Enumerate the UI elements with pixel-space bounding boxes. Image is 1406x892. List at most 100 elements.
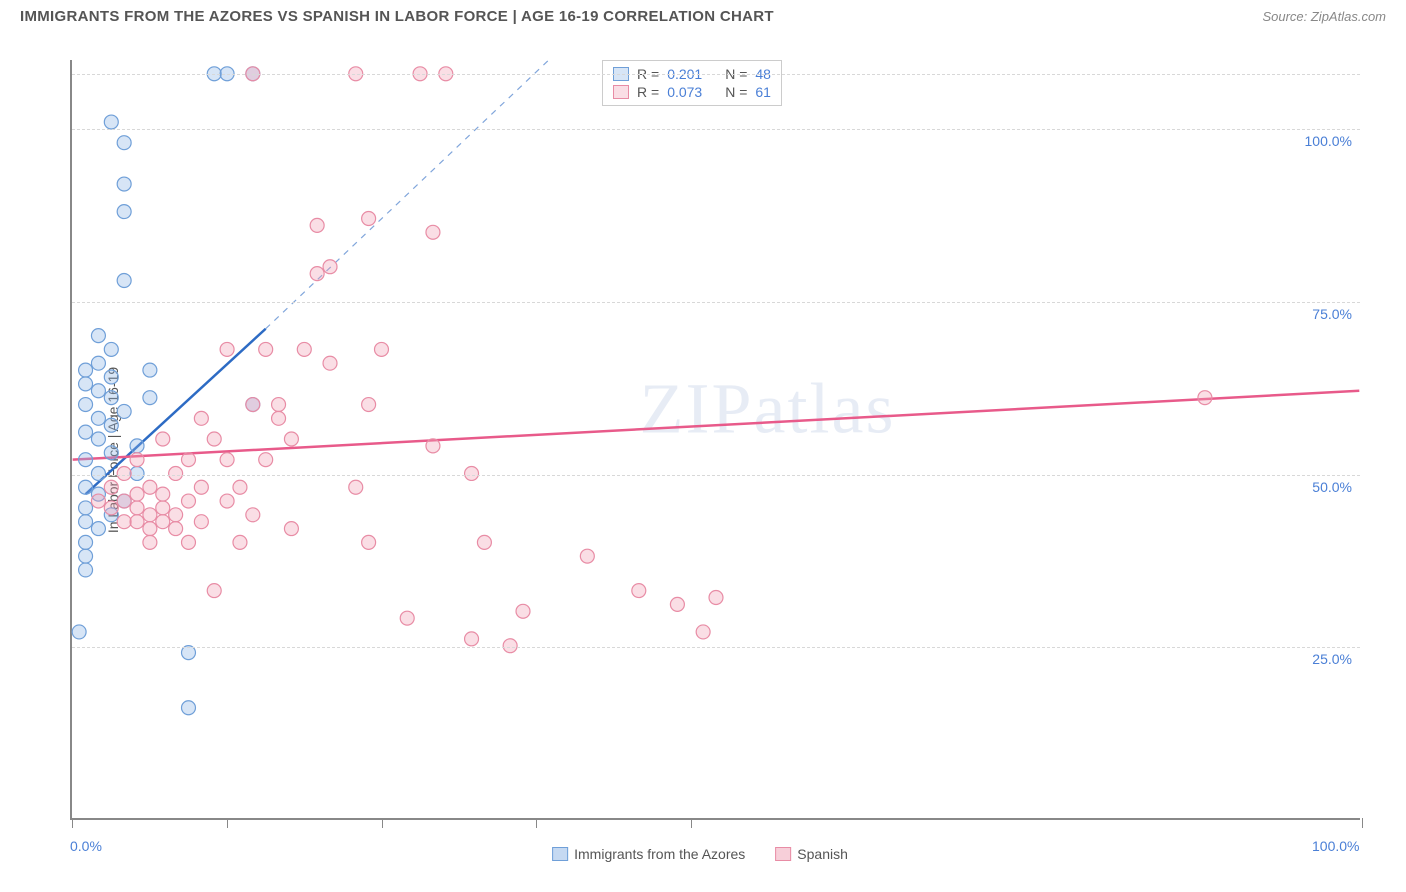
- data-point: [220, 342, 234, 356]
- data-point: [156, 515, 170, 529]
- data-point: [375, 342, 389, 356]
- data-point: [104, 342, 118, 356]
- data-point: [143, 522, 157, 536]
- data-point: [130, 453, 144, 467]
- x-tick-label: 0.0%: [70, 838, 102, 854]
- scatter-svg: [72, 60, 1360, 818]
- data-point: [72, 625, 86, 639]
- data-point: [79, 549, 93, 563]
- data-point: [310, 218, 324, 232]
- data-point: [91, 384, 105, 398]
- data-point: [91, 466, 105, 480]
- data-point: [323, 260, 337, 274]
- data-point: [79, 515, 93, 529]
- data-point: [709, 591, 723, 605]
- data-point: [272, 398, 286, 412]
- data-point: [182, 494, 196, 508]
- data-point: [426, 225, 440, 239]
- legend-row: R = 0.073 N = 61: [613, 83, 771, 101]
- data-point: [79, 398, 93, 412]
- data-point: [143, 363, 157, 377]
- data-point: [220, 453, 234, 467]
- data-point: [284, 432, 298, 446]
- x-tick: [691, 818, 692, 828]
- data-point: [182, 535, 196, 549]
- data-point: [259, 453, 273, 467]
- data-point: [143, 535, 157, 549]
- data-point: [465, 632, 479, 646]
- data-point: [194, 515, 208, 529]
- data-point: [310, 267, 324, 281]
- data-point: [207, 584, 221, 598]
- x-tick: [227, 818, 228, 828]
- data-point: [117, 404, 131, 418]
- trend-line: [73, 391, 1360, 460]
- data-point: [117, 274, 131, 288]
- plot-area: ZIPatlas R = 0.201 N = 48 R = 0.073 N = …: [70, 60, 1360, 820]
- data-point: [91, 356, 105, 370]
- data-point: [323, 356, 337, 370]
- data-point: [272, 411, 286, 425]
- data-point: [79, 453, 93, 467]
- data-point: [220, 494, 234, 508]
- data-point: [169, 466, 183, 480]
- legend-n-value: 61: [755, 84, 771, 100]
- data-point: [169, 522, 183, 536]
- y-tick-label: 75.0%: [1312, 306, 1352, 322]
- data-point: [426, 439, 440, 453]
- legend-r-value: 0.073: [667, 84, 717, 100]
- data-point: [670, 597, 684, 611]
- data-point: [233, 480, 247, 494]
- data-point: [117, 205, 131, 219]
- data-point: [130, 439, 144, 453]
- data-point: [91, 432, 105, 446]
- legend-item: Immigrants from the Azores: [552, 846, 745, 862]
- data-point: [104, 418, 118, 432]
- x-tick: [382, 818, 383, 828]
- chart-container: In Labor Force | Age 16-19 ZIPatlas R = …: [20, 40, 1380, 860]
- data-point: [130, 466, 144, 480]
- data-point: [130, 515, 144, 529]
- x-tick-label: 100.0%: [1312, 838, 1359, 854]
- data-point: [117, 136, 131, 150]
- data-point: [117, 515, 131, 529]
- data-point: [79, 563, 93, 577]
- data-point: [1198, 391, 1212, 405]
- chart-title: IMMIGRANTS FROM THE AZORES VS SPANISH IN…: [20, 8, 774, 25]
- gridline: [72, 302, 1360, 303]
- data-point: [130, 487, 144, 501]
- legend-r-label: R =: [637, 84, 659, 100]
- data-point: [91, 411, 105, 425]
- data-point: [246, 398, 260, 412]
- data-point: [362, 535, 376, 549]
- data-point: [194, 480, 208, 494]
- gridline: [72, 129, 1360, 130]
- data-point: [194, 411, 208, 425]
- legend-swatch: [775, 847, 791, 861]
- legend-swatch: [552, 847, 568, 861]
- legend-label: Immigrants from the Azores: [574, 846, 745, 862]
- data-point: [117, 494, 131, 508]
- data-point: [79, 377, 93, 391]
- data-point: [259, 342, 273, 356]
- gridline: [72, 74, 1360, 75]
- data-point: [156, 487, 170, 501]
- trend-line-dashed: [266, 60, 549, 329]
- x-tick: [72, 818, 73, 828]
- data-point: [79, 480, 93, 494]
- data-point: [362, 398, 376, 412]
- y-tick-label: 25.0%: [1312, 651, 1352, 667]
- data-point: [297, 342, 311, 356]
- data-point: [91, 329, 105, 343]
- data-point: [79, 425, 93, 439]
- chart-header: IMMIGRANTS FROM THE AZORES VS SPANISH IN…: [0, 0, 1406, 29]
- data-point: [156, 432, 170, 446]
- legend-item: Spanish: [775, 846, 848, 862]
- data-point: [632, 584, 646, 598]
- x-tick: [536, 818, 537, 828]
- data-point: [503, 639, 517, 653]
- data-point: [79, 363, 93, 377]
- data-point: [465, 466, 479, 480]
- data-point: [233, 535, 247, 549]
- chart-source: Source: ZipAtlas.com: [1262, 9, 1386, 24]
